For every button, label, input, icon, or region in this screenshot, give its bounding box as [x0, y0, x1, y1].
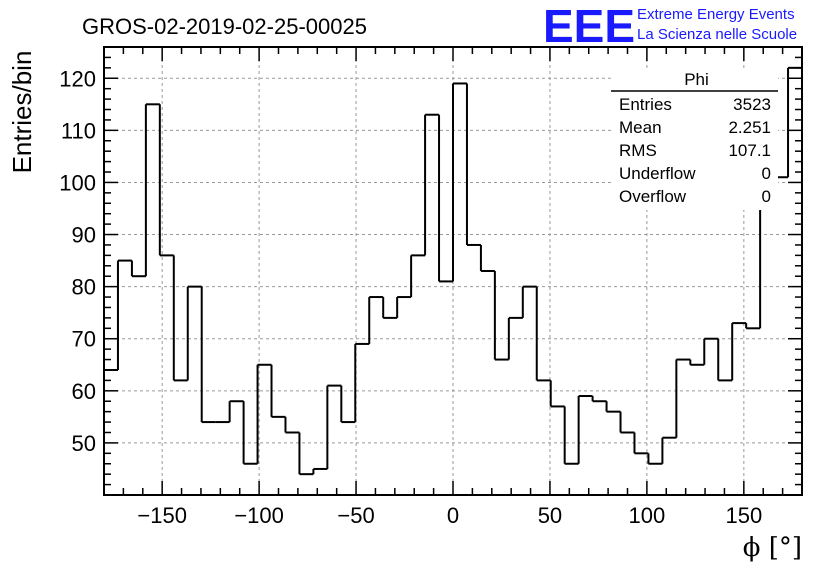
x-axis-label: ϕ [°] [743, 533, 802, 563]
y-tick-label: 100 [59, 170, 96, 195]
stats-box: Phi Entries 3523 Mean 2.251 RMS 107.1 Underflow… [611, 70, 778, 210]
y-tick-label: 120 [59, 66, 96, 91]
axes [103, 46, 803, 496]
stats-label: Entries [619, 95, 672, 114]
x-tick-label: 150 [725, 503, 762, 528]
stats-value: 3523 [733, 95, 771, 114]
y-tick-label: 110 [61, 118, 96, 143]
stats-value: 0 [762, 164, 771, 183]
x-tick-label: 100 [629, 503, 666, 528]
x-tick-label: 50 [538, 503, 562, 528]
stats-label: Mean [619, 118, 662, 137]
y-tick-label: 90 [72, 223, 96, 248]
logo-mark: EEE [543, 0, 635, 52]
stats-value: 2.251 [728, 118, 771, 137]
logo-line-2: La Scienza nelle Scuole [637, 26, 797, 43]
stats-title: Phi [684, 70, 709, 89]
y-tick-label: 50 [72, 431, 96, 456]
x-tick-label: 0 [447, 503, 459, 528]
y-axis-label: Entries/bin [7, 51, 37, 174]
stats-box-background [611, 70, 778, 210]
stats-value: 0 [762, 187, 771, 206]
tick-labels: −150 −100 −50 0 50 100 150 50 60 70 80 90 100 110 120 [59, 66, 762, 528]
x-tick-label: −50 [337, 503, 374, 528]
stats-label: Underflow [619, 164, 696, 183]
eee-logo: EEE Extreme Energy Events La Scienza nel… [543, 0, 797, 52]
y-tick-label: 80 [72, 275, 96, 300]
x-tick-label: −100 [234, 503, 284, 528]
stats-value: 107.1 [728, 141, 771, 160]
stats-label: RMS [619, 141, 657, 160]
x-tick-label: −150 [137, 503, 187, 528]
stats-label: Overflow [619, 187, 687, 206]
chart-title: GROS-02-2019-02-25-00025 [82, 14, 367, 39]
y-tick-label: 60 [72, 379, 96, 404]
y-tick-label: 70 [72, 327, 96, 352]
logo-line-1: Extreme Energy Events [637, 6, 795, 23]
